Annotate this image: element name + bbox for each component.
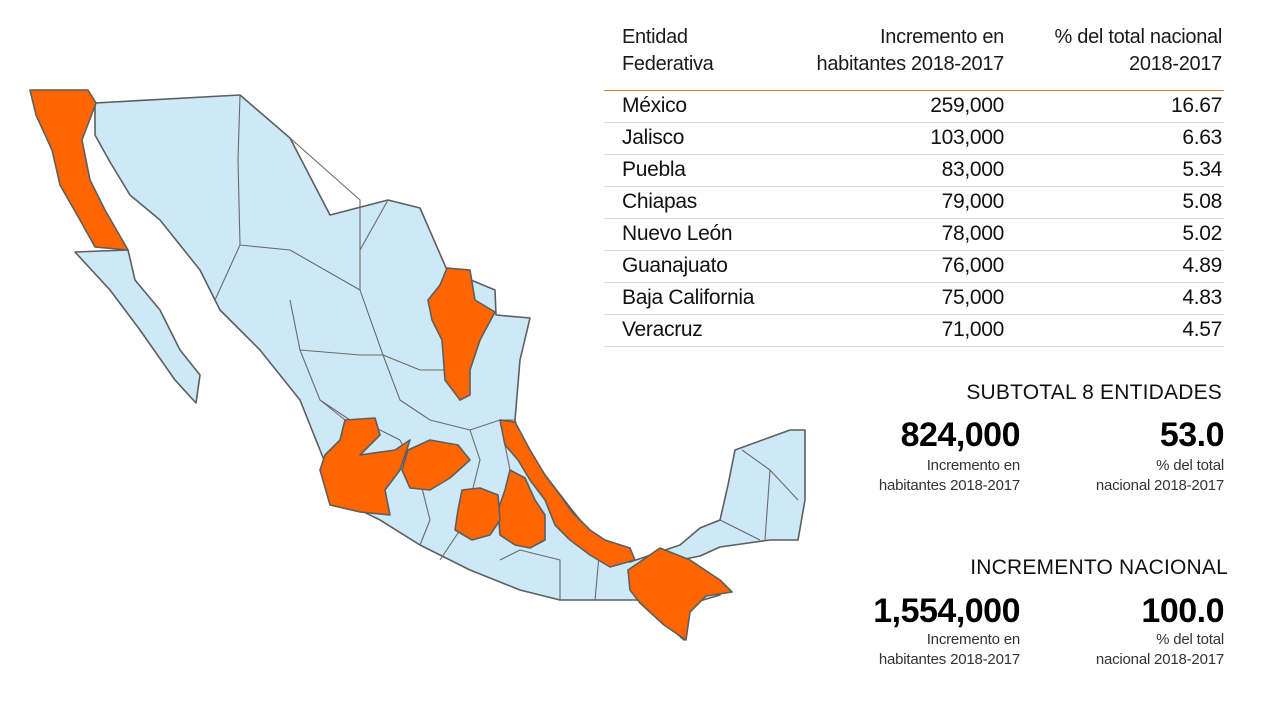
national-percent-caption: % del total nacional 2018-2017 xyxy=(1095,631,1224,668)
header-percent: % del total nacional 2018-2017 xyxy=(1054,26,1223,75)
state-percent: 5.02 xyxy=(1182,222,1222,245)
subtotal-increase-caption: Incremento en habitantes 2018-2017 xyxy=(878,457,1020,494)
state-name: Guanajuato xyxy=(622,254,728,277)
state-name: Veracruz xyxy=(622,318,703,341)
table-row: Veracruz 71,000 4.57 xyxy=(604,315,1224,347)
table-row: Baja California 75,000 4.83 xyxy=(604,283,1224,315)
map-state-baja-california xyxy=(29,89,129,251)
state-percent: 6.63 xyxy=(1182,126,1222,149)
subtotal-percent-caption: % del total nacional 2018-2017 xyxy=(1095,457,1224,494)
state-name: Jalisco xyxy=(622,126,685,149)
state-percent: 4.83 xyxy=(1182,286,1222,309)
table-row: Chiapas 79,000 5.08 xyxy=(604,187,1224,219)
population-table: Entidad Federativa Incremento en habitan… xyxy=(604,20,1224,347)
map-state-puebla xyxy=(497,469,546,549)
state-increase: 78,000 xyxy=(941,222,1005,245)
map-state-veracruz xyxy=(499,419,636,568)
table-row: México 259,000 16.67 xyxy=(604,91,1224,123)
state-percent: 5.34 xyxy=(1182,158,1222,181)
map-state-mexico xyxy=(454,487,501,541)
state-name: Puebla xyxy=(622,158,686,181)
national-increase-caption: Incremento en habitantes 2018-2017 xyxy=(878,631,1020,668)
header-entity: Entidad Federativa xyxy=(622,26,714,75)
state-percent: 16.67 xyxy=(1170,94,1222,117)
map-land-baja-california-sur xyxy=(74,249,201,404)
subtotal-percent-value: 53.0 xyxy=(1159,416,1225,454)
national-increase-value: 1,554,000 xyxy=(873,592,1020,630)
state-increase: 76,000 xyxy=(941,254,1005,277)
map-state-guanajuato xyxy=(401,439,471,491)
header-increase: Incremento en habitantes 2018-2017 xyxy=(816,26,1005,75)
table-row: Nuevo León 78,000 5.02 xyxy=(604,219,1224,251)
subtotal-heading: SUBTOTAL 8 ENTIDADES xyxy=(966,381,1222,404)
table-row: Jalisco 103,000 6.63 xyxy=(604,123,1224,155)
table-row: Guanajuato 76,000 4.89 xyxy=(604,251,1224,283)
national-percent-value: 100.0 xyxy=(1141,592,1224,630)
map-state-jalisco xyxy=(319,417,411,516)
map-inner-borders-peninsula xyxy=(719,449,799,541)
national-heading: INCREMENTO NACIONAL xyxy=(970,556,1228,579)
state-increase: 71,000 xyxy=(941,318,1005,341)
map-state-nuevo-leon xyxy=(427,267,496,401)
mexico-map xyxy=(29,89,806,641)
state-percent: 4.57 xyxy=(1182,318,1222,341)
map-state-chiapas xyxy=(627,547,733,641)
state-percent: 4.89 xyxy=(1182,254,1222,277)
state-name: Baja California xyxy=(622,286,755,309)
state-percent: 5.08 xyxy=(1182,190,1222,213)
state-increase: 79,000 xyxy=(941,190,1005,213)
state-name: Chiapas xyxy=(622,190,697,213)
state-name: Nuevo León xyxy=(622,222,733,245)
state-name: México xyxy=(622,94,687,117)
table-header: Entidad Federativa Incremento en habitan… xyxy=(604,20,1224,91)
state-increase: 83,000 xyxy=(941,158,1005,181)
table-row: Puebla 83,000 5.34 xyxy=(604,155,1224,187)
state-increase: 103,000 xyxy=(930,126,1004,149)
subtotal-increase-value: 824,000 xyxy=(900,416,1021,454)
state-increase: 259,000 xyxy=(930,94,1004,117)
state-increase: 75,000 xyxy=(941,286,1005,309)
